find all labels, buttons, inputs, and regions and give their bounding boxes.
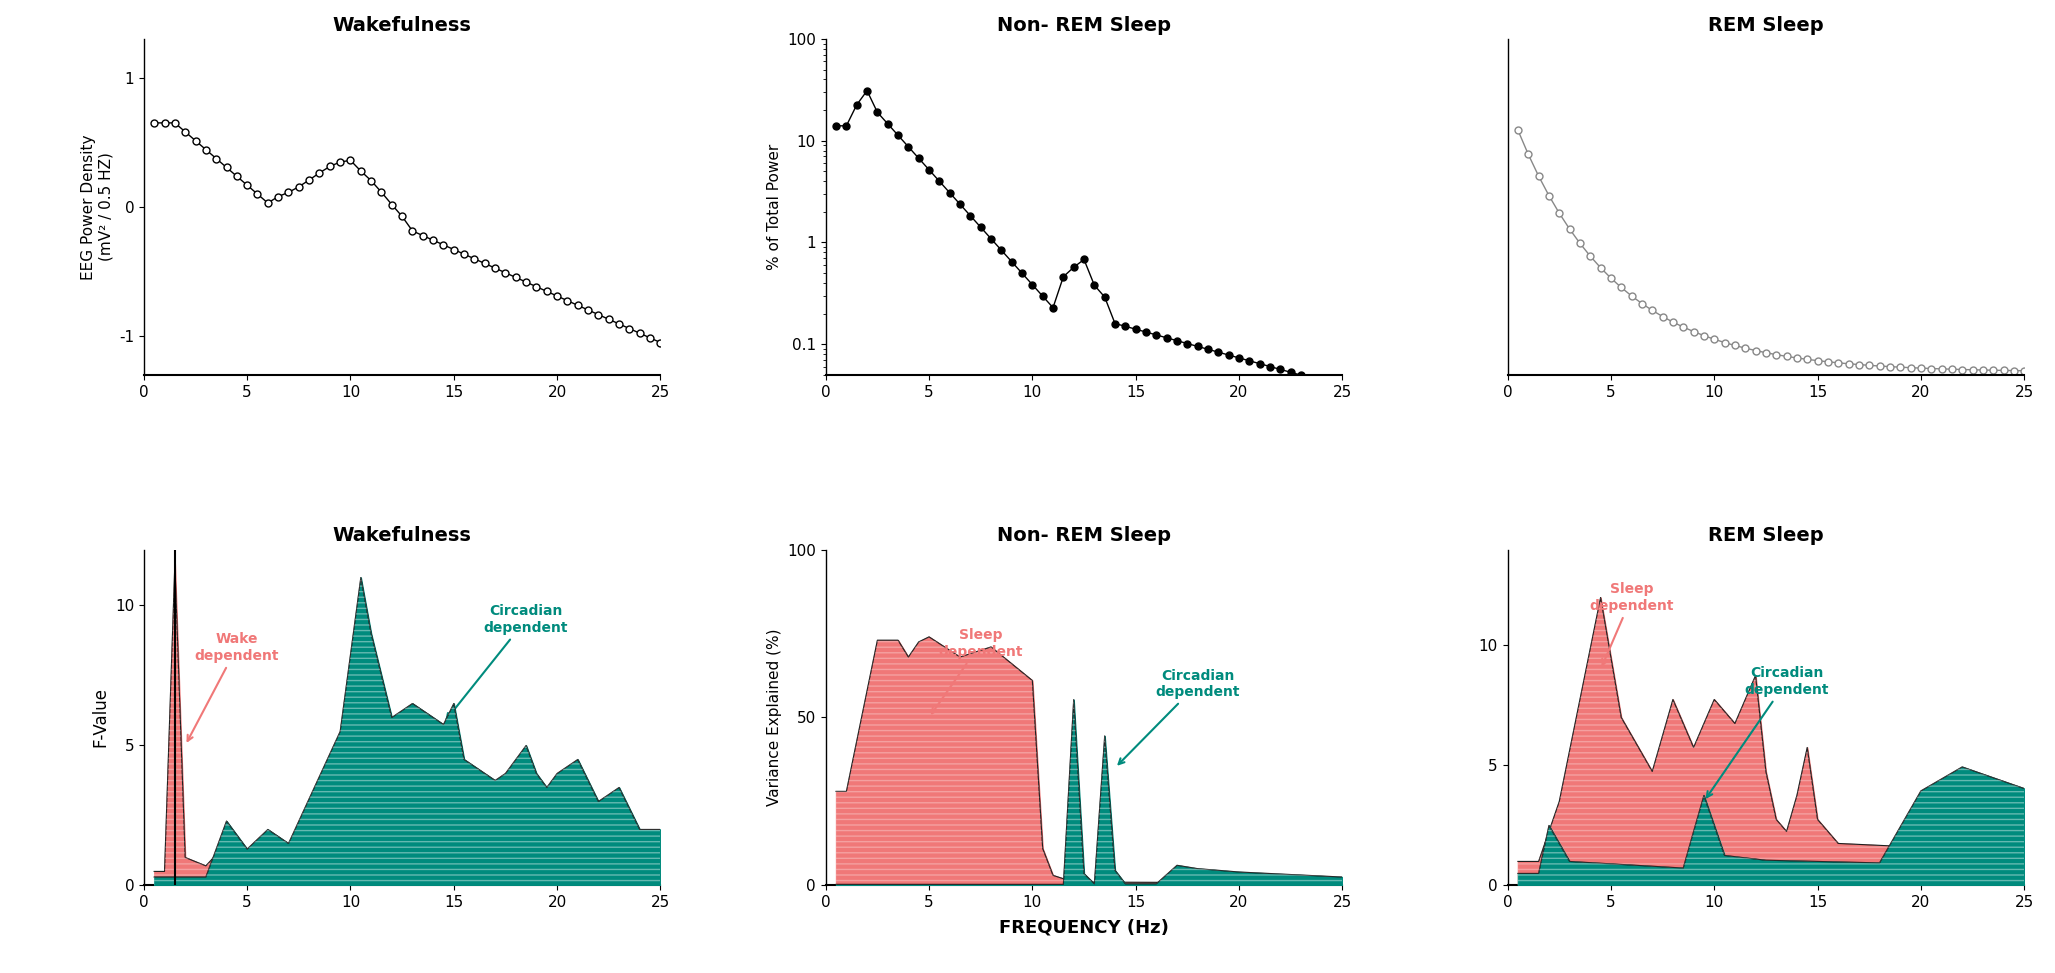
Title: Non- REM Sleep: Non- REM Sleep — [997, 16, 1171, 35]
Title: REM Sleep: REM Sleep — [1708, 16, 1823, 35]
Text: Sleep
dependent: Sleep dependent — [933, 629, 1023, 713]
Text: Circadian
dependent: Circadian dependent — [446, 604, 569, 719]
Y-axis label: % of Total Power: % of Total Power — [767, 144, 781, 270]
Text: Sleep
dependent: Sleep dependent — [1589, 583, 1675, 665]
Title: Non- REM Sleep: Non- REM Sleep — [997, 526, 1171, 545]
Y-axis label: Variance Explained (%): Variance Explained (%) — [767, 629, 781, 807]
Title: Wakefulness: Wakefulness — [333, 526, 471, 545]
Title: Wakefulness: Wakefulness — [333, 16, 471, 35]
Y-axis label: EEG Power Density
(mV² / 0.5 HZ): EEG Power Density (mV² / 0.5 HZ) — [80, 134, 113, 279]
Text: Circadian
dependent: Circadian dependent — [1708, 667, 1829, 797]
Text: Wake
dependent: Wake dependent — [187, 632, 279, 741]
Y-axis label: F-Value: F-Value — [90, 688, 109, 747]
X-axis label: FREQUENCY (Hz): FREQUENCY (Hz) — [999, 919, 1169, 936]
Title: REM Sleep: REM Sleep — [1708, 526, 1823, 545]
Text: Circadian
dependent: Circadian dependent — [1118, 668, 1239, 764]
